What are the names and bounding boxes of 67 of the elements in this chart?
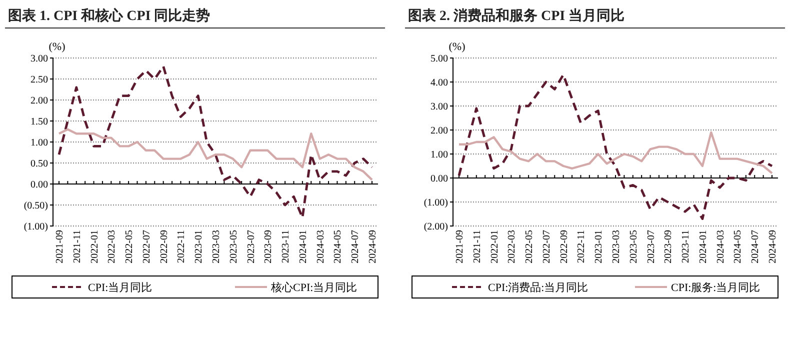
x-tick-label: 2021-09 <box>54 230 66 264</box>
x-tick-label: 2023-03 <box>211 230 222 264</box>
x-tick-label: 2022-11 <box>576 230 588 263</box>
x-tick-label: 2024-01 <box>298 230 309 264</box>
x-tick-label: 2024-07 <box>350 230 362 264</box>
chart-title: 图表 1. CPI 和核心 CPI 同比走势 <box>8 7 210 24</box>
y-tick-label: 4.00 <box>430 78 448 88</box>
x-tick-label: 2022-11 <box>176 230 188 263</box>
y-tick-label: 2.00 <box>30 96 48 106</box>
x-tick-label: 2021-11 <box>72 230 83 263</box>
y-tick-label: (1.00) <box>424 198 448 208</box>
x-tick-label: 2023-11 <box>280 230 292 263</box>
x-tick-label: 2023-09 <box>663 230 674 264</box>
x-tick-label: 2021-11 <box>472 230 483 263</box>
x-tick-label: 2022-05 <box>524 230 536 264</box>
x-tick-label: 2021-09 <box>454 230 466 264</box>
x-tick-label: 2022-01 <box>489 230 500 264</box>
x-tick-label: 2022-07 <box>141 230 152 264</box>
y-axis-title: (%) <box>448 41 466 53</box>
x-tick-label: 2023-01 <box>194 230 205 264</box>
x-tick-label: 2024-09 <box>368 230 378 264</box>
x-tick-label: 2023-05 <box>228 230 240 264</box>
legend-label: 核心CPI:当月同比 <box>270 281 358 294</box>
legend-label: CPI:服务:当月同比 <box>671 281 760 294</box>
y-tick-label: 2.00 <box>430 126 448 136</box>
x-tick-label: 2022-09 <box>158 230 170 264</box>
line-series <box>58 128 374 181</box>
y-tick-label: 0.00 <box>430 174 448 184</box>
x-tick-label: 2022-03 <box>106 230 118 264</box>
line-series <box>458 74 774 220</box>
x-tick-label: 2024-07 <box>750 230 762 264</box>
y-tick-label: (2.00) <box>424 222 448 232</box>
x-tick-label: 2022-03 <box>506 230 518 264</box>
x-tick-label: 2024-01 <box>698 230 709 264</box>
legend-label: CPI:消费品:当月同比 <box>488 281 588 294</box>
x-tick-label: 2024-09 <box>768 230 778 264</box>
x-tick-label: 2023-11 <box>680 230 692 263</box>
y-tick-label: 0.00 <box>30 180 48 190</box>
x-tick-label: 2024-03 <box>315 230 326 264</box>
x-tick-label: 2023-01 <box>594 230 605 264</box>
x-tick-label: 2024-05 <box>732 230 744 264</box>
line-series <box>58 65 374 219</box>
y-tick-label: (0.50) <box>24 200 48 212</box>
chart-title: 图表 2. 消费品和服务 CPI 当月同比 <box>408 8 625 24</box>
y-tick-label: 2.50 <box>30 74 48 86</box>
y-tick-label: 1.00 <box>430 150 448 160</box>
y-tick-label: (1.00) <box>24 222 48 232</box>
y-tick-label: 0.50 <box>30 158 48 170</box>
x-tick-label: 2022-07 <box>541 230 552 264</box>
y-tick-label: 1.50 <box>30 116 48 128</box>
x-tick-label: 2024-03 <box>715 230 726 264</box>
y-tick-label: 1.00 <box>30 138 48 148</box>
line-series <box>458 131 774 174</box>
x-tick-label: 2024-05 <box>332 230 344 264</box>
y-tick-label: 3.00 <box>30 54 48 64</box>
legend-label: CPI:当月同比 <box>88 281 152 294</box>
x-tick-label: 2023-09 <box>263 230 274 264</box>
x-tick-label: 2022-01 <box>89 230 100 264</box>
x-tick-label: 2023-07 <box>646 230 657 264</box>
x-tick-label: 2023-07 <box>246 230 257 264</box>
x-tick-label: 2023-05 <box>628 230 640 264</box>
y-axis-title: (%) <box>48 41 66 53</box>
x-tick-label: 2022-05 <box>124 230 136 264</box>
y-tick-label: 3.00 <box>430 102 448 112</box>
x-tick-label: 2022-09 <box>558 230 570 264</box>
y-tick-label: 5.00 <box>430 54 448 64</box>
x-tick-label: 2023-03 <box>611 230 622 264</box>
